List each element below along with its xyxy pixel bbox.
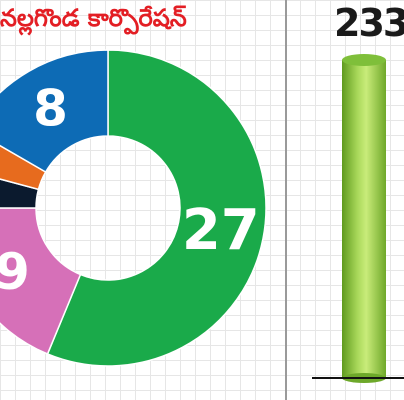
- bar-body: [342, 60, 386, 378]
- donut-slice-0: [46, 49, 267, 367]
- bar-value-label: 233: [334, 1, 404, 45]
- donut-slice-1: [0, 207, 82, 355]
- donut-slice-4: [0, 49, 109, 174]
- chart-title: నల్లగొండ కార్పొరేషన్: [0, 4, 187, 32]
- donut-slice-label-4: 8: [33, 79, 68, 137]
- donut-slice-label-1: 9: [0, 243, 30, 301]
- donut-slice-label-0: 27: [182, 198, 260, 263]
- bar-top-cap: [342, 54, 386, 66]
- panel-divider: [285, 0, 287, 400]
